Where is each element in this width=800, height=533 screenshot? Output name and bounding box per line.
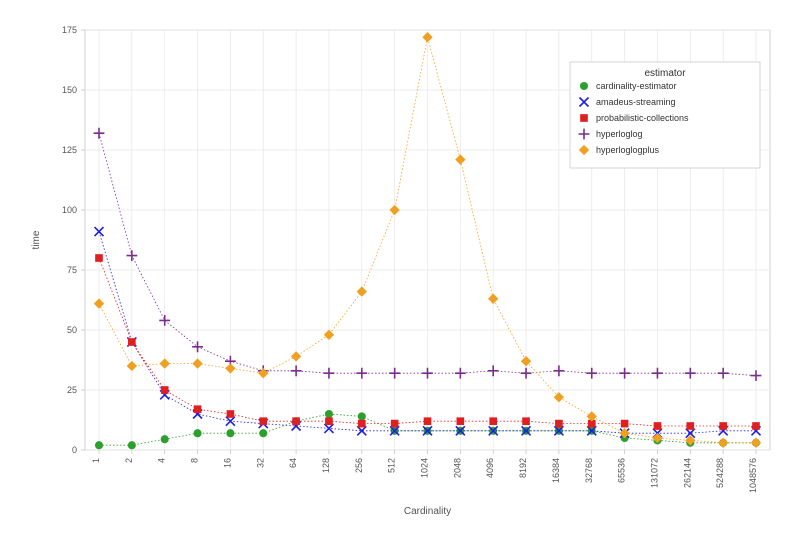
x-tick-label: 8192 <box>518 458 528 478</box>
x-tick-label: 65536 <box>617 458 627 483</box>
x-tick-label: 8 <box>190 458 200 463</box>
legend-item-label: cardinality-estimator <box>596 81 677 91</box>
y-tick-label: 125 <box>62 145 77 155</box>
x-tick-label: 1 <box>91 458 101 463</box>
x-tick-label: 32768 <box>584 458 594 483</box>
legend-item-label: probabilistic-collections <box>596 113 689 123</box>
y-tick-label: 175 <box>62 25 77 35</box>
x-tick-label: 2 <box>124 458 134 463</box>
y-tick-label: 50 <box>67 325 77 335</box>
y-tick-label: 75 <box>67 265 77 275</box>
x-tick-label: 512 <box>387 458 397 473</box>
x-tick-label: 256 <box>354 458 364 473</box>
y-axis-label: time <box>31 230 42 249</box>
x-tick-label: 4 <box>157 458 167 463</box>
x-tick-label: 128 <box>321 458 331 473</box>
x-tick-label: 16 <box>222 458 232 468</box>
x-axis-label: Cardinality <box>404 506 451 517</box>
x-tick-label: 131072 <box>649 458 659 488</box>
x-tick-label: 16384 <box>551 458 561 483</box>
y-tick-label: 25 <box>67 385 77 395</box>
legend-item-label: amadeus-streaming <box>596 97 676 107</box>
x-tick-label: 524288 <box>715 458 725 488</box>
y-tick-label: 150 <box>62 85 77 95</box>
legend-item-label: hyperloglogplus <box>596 145 660 155</box>
x-tick-label: 1048576 <box>748 458 758 493</box>
legend-item-label: hyperloglog <box>596 129 643 139</box>
x-tick-label: 262144 <box>682 458 692 488</box>
x-tick-label: 32 <box>255 458 265 468</box>
x-tick-label: 2048 <box>452 458 462 478</box>
x-tick-label: 4096 <box>485 458 495 478</box>
benchmark-chart: 0 25 50 75 100 125 150 175 1 2 4 8 16 32 64 128 256 512 10… <box>0 0 800 533</box>
y-tick-label: 100 <box>62 205 77 215</box>
x-tick-label: 1024 <box>420 458 430 478</box>
y-tick-label: 0 <box>72 445 77 455</box>
legend-title: estimator <box>644 68 686 79</box>
x-tick-label: 64 <box>288 458 298 468</box>
legend: estimator cardinality-estimator amadeus-st… <box>570 62 760 168</box>
